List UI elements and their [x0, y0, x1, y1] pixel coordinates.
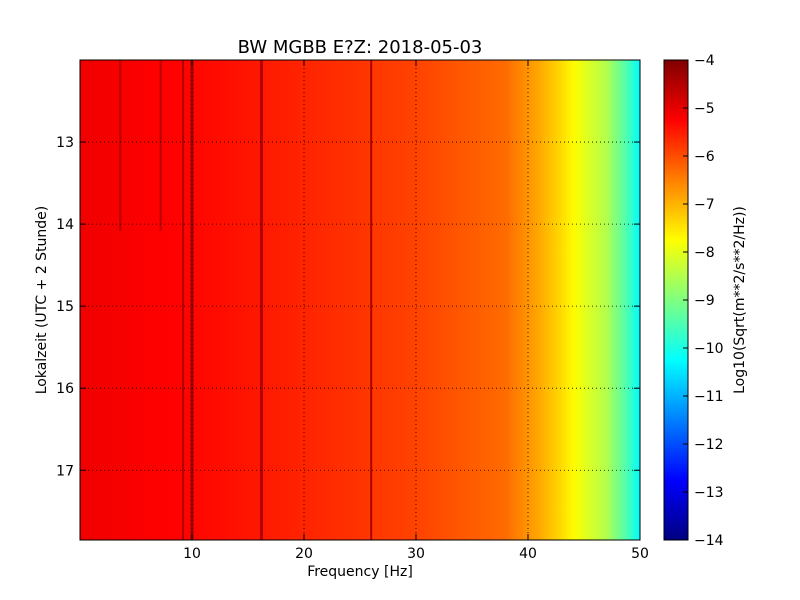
- y-tick-label: 16: [56, 381, 74, 397]
- colorbar-tick-label: −14: [694, 533, 724, 549]
- spectral-line: [370, 60, 373, 540]
- spectral-line: [182, 60, 185, 540]
- colorbar-tick-label: −9: [694, 293, 715, 309]
- y-tick-label: 15: [56, 299, 74, 315]
- x-tick-label: 50: [631, 546, 649, 562]
- spectral-line: [119, 60, 122, 231]
- grid-lines: [80, 60, 640, 540]
- colorbar-tick-label: −6: [694, 149, 715, 165]
- colorbar-label: Log10(Sqrt(m**2/s**2/Hz)): [732, 206, 748, 394]
- x-axis: 10 20 30 40 50: [183, 60, 649, 562]
- chart-title: BW MGBB E?Z: 2018-05-03: [238, 37, 483, 58]
- colorbar-tick-label: −13: [694, 485, 724, 501]
- colorbar-tick-label: −4: [694, 53, 715, 69]
- spectral-line: [159, 60, 162, 231]
- plot-frame: [79, 59, 641, 541]
- y-tick-label: 13: [56, 135, 74, 151]
- y-axis-label: Lokalzeit (UTC + 2 Stunde): [34, 206, 50, 395]
- y-tick-label: 14: [56, 217, 74, 233]
- y-axis: 13 14 15 16 17: [56, 135, 640, 479]
- colorbar-tick-label: −8: [694, 245, 715, 261]
- colorbar-tick-label: −7: [694, 197, 715, 213]
- x-axis-label: Frequency [Hz]: [307, 564, 413, 580]
- colorbar-tick-label: −5: [694, 101, 715, 117]
- x-tick-label: 30: [407, 546, 425, 562]
- colorbar-tick-label: −11: [694, 389, 724, 405]
- y-tick-label: 17: [56, 463, 74, 479]
- colorbar: −4 −5 −6 −7 −8 −9 −10 −11 −12 −13 −14: [663, 53, 724, 549]
- spectrogram-background: [80, 60, 640, 540]
- x-tick-label: 40: [519, 546, 537, 562]
- spectral-line: [259, 60, 263, 540]
- x-tick-label: 20: [295, 546, 313, 562]
- colorbar-tick-label: −10: [694, 341, 724, 357]
- x-tick-label: 10: [183, 546, 201, 562]
- colorbar-tick-label: −12: [694, 437, 724, 453]
- spectrogram-heatmap: [80, 60, 640, 540]
